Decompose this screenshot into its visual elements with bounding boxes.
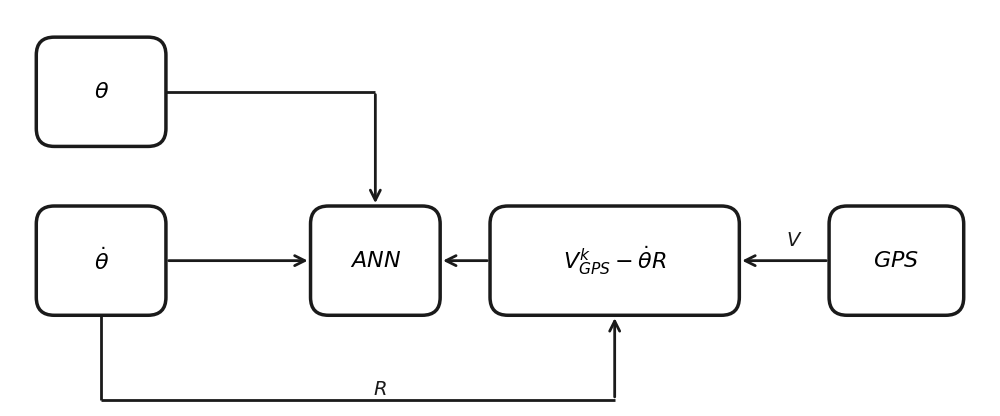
Text: $V$: $V$ bbox=[786, 231, 802, 250]
Text: $\dot{\theta}$: $\dot{\theta}$ bbox=[94, 247, 109, 274]
FancyBboxPatch shape bbox=[490, 206, 739, 315]
Text: $\theta$: $\theta$ bbox=[94, 82, 109, 102]
FancyBboxPatch shape bbox=[36, 206, 166, 315]
FancyBboxPatch shape bbox=[829, 206, 964, 315]
Text: $ANN$: $ANN$ bbox=[350, 251, 401, 271]
FancyBboxPatch shape bbox=[36, 37, 166, 146]
Text: $R$: $R$ bbox=[373, 380, 387, 399]
Text: $GPS$: $GPS$ bbox=[873, 251, 919, 271]
Text: $V_{GPS}^{k} - \dot{\theta}R$: $V_{GPS}^{k} - \dot{\theta}R$ bbox=[563, 244, 666, 277]
FancyBboxPatch shape bbox=[311, 206, 440, 315]
